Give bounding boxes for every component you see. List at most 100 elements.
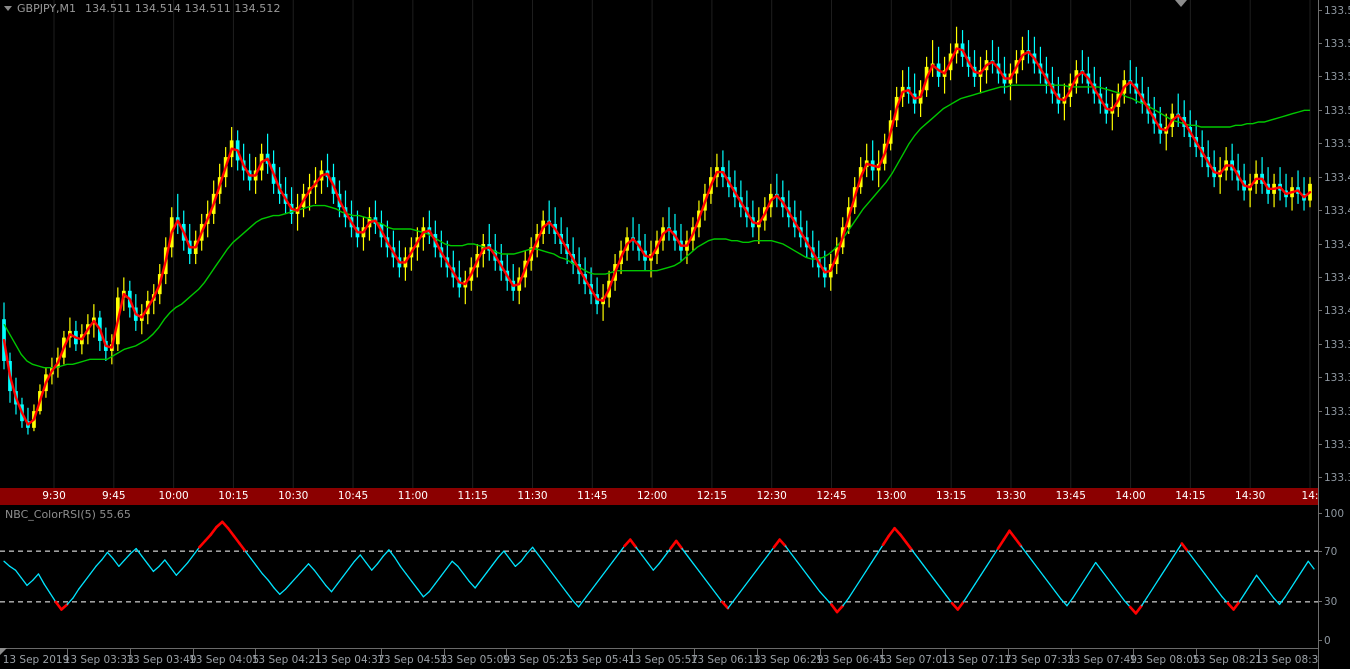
date-axis-separator: [757, 648, 759, 655]
price-tick: 133.38: [1318, 339, 1350, 351]
date-axis-separator: [255, 648, 257, 655]
date-axis-separator: [1007, 648, 1009, 655]
date-axis-label: 13 Sep 07:17: [941, 654, 1012, 666]
date-axis-label: 13 Sep 06:13: [690, 654, 761, 666]
ohlc-values: 134.511 134.514 134.511 134.512: [85, 1, 281, 15]
date-axis-label: 13 Sep 07:33: [1004, 654, 1075, 666]
rsi-scale-tick: 100: [1318, 508, 1350, 520]
price-tick: 133.40: [1318, 305, 1350, 317]
time-axis-label: 12:45: [816, 490, 847, 502]
rsi-scale-tick: 70: [1318, 546, 1350, 558]
price-scale[interactable]: 133.58 133.56 133.54 133.52 133.50 133.48 133.…: [1318, 0, 1350, 669]
date-axis-label: 13 Sep 08:21: [1192, 654, 1263, 666]
scale-divider: [1318, 0, 1319, 669]
date-axis-separator: [1133, 648, 1135, 655]
symbol-label: GBPJPY,M1: [17, 1, 77, 15]
indicator-label: NBC_ColorRSI(5) 55.65: [5, 508, 131, 521]
time-axis-label: 10:15: [218, 490, 249, 502]
time-axis-label: 11:15: [457, 490, 488, 502]
date-axis-separator: [380, 648, 382, 655]
price-tick: 133.54: [1318, 71, 1350, 83]
time-axis-label: 14:: [1301, 490, 1319, 502]
date-axis-label: 13 Sep 04:21: [251, 654, 322, 666]
date-axis-label: 13 Sep 06:45: [816, 654, 887, 666]
date-axis-separator: [67, 648, 69, 655]
date-axis-label: 13 Sep 05:57: [627, 654, 699, 666]
time-axis-label: 9:45: [102, 490, 126, 502]
date-axis-separator: [506, 648, 508, 655]
date-axis-separator: [130, 648, 132, 655]
date-axis-label: 13 Sep 03:49: [126, 654, 197, 666]
symbol-bar: GBPJPY,M1 134.511 134.514 134.511 134.51…: [0, 0, 1350, 16]
price-tick: 133.34: [1318, 406, 1350, 418]
rsi-indicator-pane[interactable]: [0, 505, 1318, 648]
date-axis-separator: [1070, 648, 1072, 655]
price-tick: 133.36: [1318, 372, 1350, 384]
date-axis-label: 13 Sep 07:49: [1066, 654, 1137, 666]
date-axis-label: 13 Sep 05:25: [502, 654, 573, 666]
date-axis-label: 13 Sep 04:53: [377, 654, 448, 666]
date-axis-separator: [568, 648, 570, 655]
date-axis-label: 13 Sep 08:37: [1254, 654, 1326, 666]
date-axis-label: 13 Sep 2019: [2, 654, 70, 666]
date-axis-separator: [318, 648, 320, 655]
time-axis-label: 12:30: [756, 490, 787, 502]
rsi-scale-tick: 0: [1318, 635, 1350, 647]
price-tick: 133.46: [1318, 205, 1350, 217]
date-axis-line: [0, 648, 1318, 649]
time-axis-label: 10:30: [278, 490, 309, 502]
date-axis-separator: [443, 648, 445, 655]
date-axis-separator: [1195, 648, 1197, 655]
price-tick: 133.56: [1318, 38, 1350, 50]
time-axis-label: 10:45: [337, 490, 369, 502]
price-tick: 133.30: [1318, 472, 1350, 484]
time-axis-label: 14:15: [1175, 490, 1206, 502]
time-axis-label: 14:30: [1235, 490, 1266, 502]
axis-origin-arrow-icon: [0, 648, 7, 655]
time-axis-label: 12:00: [636, 490, 668, 502]
chevron-down-icon[interactable]: [4, 5, 12, 11]
price-tick: 133.32: [1318, 439, 1350, 451]
price-chart-svg: [2, 0, 1312, 488]
time-axis-label: 13:00: [876, 490, 907, 502]
time-axis-label: 13:30: [995, 490, 1027, 502]
date-axis-separator: [192, 648, 194, 655]
date-axis-label: 13 Sep 04:05: [189, 654, 260, 666]
price-chart-pane[interactable]: [0, 0, 1318, 488]
date-axis-label: 13 Sep 05:09: [439, 654, 510, 666]
time-axis-label: 11:00: [397, 490, 428, 502]
rsi-scale-tick: 30: [1318, 596, 1350, 608]
candlestick-series: [2, 26, 1312, 435]
time-axis-label: 13:45: [1055, 490, 1086, 502]
date-axis-separator: [882, 648, 884, 655]
date-axis-separator: [1258, 648, 1260, 655]
date-axis-label: 13 Sep 04:37: [314, 654, 385, 666]
price-tick: 133.58: [1318, 5, 1350, 17]
date-axis-separator: [945, 648, 947, 655]
date-axis-label: 13 Sep 07:01: [878, 654, 949, 666]
price-tick: 133.50: [1318, 138, 1350, 150]
rsi-chart-svg: [0, 520, 1318, 615]
time-axis-label: 12:15: [696, 490, 728, 502]
date-axis-label: 13 Sep 05:41: [565, 654, 636, 666]
price-tick: 133.52: [1318, 105, 1350, 117]
price-overlay-line: [2, 47, 1312, 426]
time-axis-label: 13:15: [936, 490, 967, 502]
date-axis-separator: [631, 648, 633, 655]
pane-collapse-marker-icon[interactable]: [1175, 0, 1187, 7]
time-axis-label: 9:30: [42, 490, 66, 502]
time-axis-label: 10:00: [158, 490, 189, 502]
date-axis[interactable]: 13 Sep 2019 13 Sep 03:33 13 Sep 03:49 13 Se…: [0, 648, 1350, 669]
time-axis-label: 11:30: [517, 490, 548, 502]
date-axis-label: 13 Sep 06:29: [753, 654, 824, 666]
time-axis-label: 14:00: [1115, 490, 1146, 502]
price-tick: 133.48: [1318, 172, 1350, 184]
date-axis-separator: [694, 648, 696, 655]
date-axis-label: 13 Sep 08:05: [1129, 654, 1200, 666]
price-tick: 133.44: [1318, 239, 1350, 251]
time-axis-band: 9:30 9:45 10:00 10:15 10:30 10:45 11:00 11:15 11…: [0, 488, 1318, 505]
time-axis-label: 11:45: [577, 490, 608, 502]
date-axis-label: 13 Sep 03:33: [63, 654, 134, 666]
date-axis-separator: [819, 648, 821, 655]
